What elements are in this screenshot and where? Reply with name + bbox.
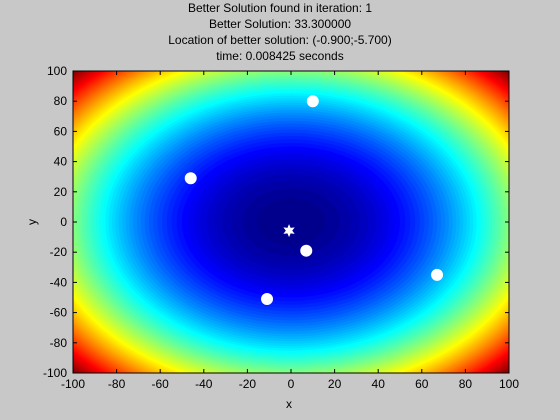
axis-ticks: -100 -80 -60 -40 -20 0 20 40 60 80 100 -100 -80 -60 -4… — [43, 64, 519, 391]
y-tick-label: -60 — [50, 306, 68, 320]
contour-band — [256, 198, 326, 246]
population-point — [431, 268, 444, 281]
title-best-location: Location of better solution: (-0.900;-5.… — [168, 33, 392, 47]
best-solution-star — [283, 224, 295, 238]
x-tick-label: -60 — [152, 377, 170, 391]
y-tick-label: 100 — [47, 64, 67, 78]
x-tick-label: 80 — [459, 377, 473, 391]
x-tick-label: 20 — [328, 377, 342, 391]
y-tick-label: 20 — [54, 185, 68, 199]
y-axis-label: y — [25, 219, 39, 225]
y-tick-label: 80 — [54, 94, 68, 108]
y-tick-label: -80 — [50, 336, 68, 350]
y-tick-label: 40 — [54, 155, 68, 169]
y-tick-label: -40 — [50, 275, 68, 289]
y-tick-label: 0 — [60, 215, 67, 229]
title-best-value: Better Solution: 33.300000 — [208, 17, 352, 31]
x-tick-label: -40 — [195, 377, 213, 391]
x-tick-label: -100 — [61, 377, 85, 391]
title-time: time: 0.008425 seconds — [216, 49, 344, 63]
heatmap-bands — [73, 71, 509, 373]
x-tick-label: -20 — [239, 377, 257, 391]
population-point — [261, 293, 274, 306]
y-tick-label: -20 — [50, 245, 68, 259]
y-tick-label: 60 — [54, 124, 68, 138]
population-markers — [184, 95, 444, 306]
x-tick-label: -80 — [108, 377, 126, 391]
y-tick-label: -100 — [43, 366, 67, 380]
x-tick-label: 100 — [499, 377, 519, 391]
population-point — [300, 244, 313, 257]
x-tick-label: 40 — [372, 377, 386, 391]
x-tick-label: 0 — [288, 377, 295, 391]
x-axis-label: x — [286, 397, 292, 411]
population-point — [306, 95, 319, 108]
title-iteration: Better Solution found in iteration: 1 — [187, 1, 373, 15]
x-tick-label: 60 — [415, 377, 429, 391]
population-point — [184, 172, 197, 185]
